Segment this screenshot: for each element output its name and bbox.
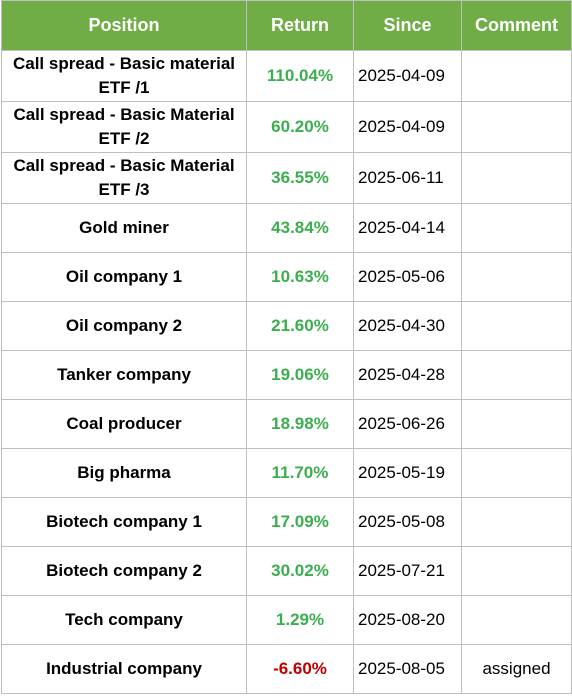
- comment-cell: [461, 152, 572, 204]
- table-row: Biotech company 1 17.09% 2025-05-08: [1, 497, 572, 547]
- since-cell: 2025-08-20: [353, 595, 462, 645]
- comment-cell: [461, 399, 572, 449]
- since-cell: 2025-04-09: [353, 101, 462, 153]
- comment-cell: [461, 595, 572, 645]
- table-header: Position Return Since Comment: [1, 0, 572, 51]
- table-row: Oil company 2 21.60% 2025-04-30: [1, 301, 572, 351]
- return-cell: 1.29%: [246, 595, 354, 645]
- comment-cell: [461, 203, 572, 253]
- comment-cell: [461, 546, 572, 596]
- position-cell: Coal producer: [1, 399, 247, 449]
- position-cell: Biotech company 1: [1, 497, 247, 547]
- comment-cell: assigned: [461, 644, 572, 694]
- comment-cell: [461, 448, 572, 498]
- since-cell: 2025-08-05: [353, 644, 462, 694]
- comment-cell: [461, 497, 572, 547]
- return-cell: 60.20%: [246, 101, 354, 153]
- position-cell: Gold miner: [1, 203, 247, 253]
- comment-cell: [461, 350, 572, 400]
- since-cell: 2025-04-09: [353, 50, 462, 102]
- since-cell: 2025-05-06: [353, 252, 462, 302]
- table-row: Oil company 1 10.63% 2025-05-06: [1, 252, 572, 302]
- position-cell: Oil company 2: [1, 301, 247, 351]
- position-cell: Call spread - Basic Material ETF /3: [1, 152, 247, 204]
- position-cell: Tech company: [1, 595, 247, 645]
- table-row: Call spread - Basic Material ETF /3 36.5…: [1, 152, 572, 204]
- table-row: Big pharma 11.70% 2025-05-19: [1, 448, 572, 498]
- header-return: Return: [246, 0, 354, 51]
- position-cell: Call spread - Basic Material ETF /2: [1, 101, 247, 153]
- return-cell: 18.98%: [246, 399, 354, 449]
- comment-cell: [461, 252, 572, 302]
- position-cell: Biotech company 2: [1, 546, 247, 596]
- since-cell: 2025-06-26: [353, 399, 462, 449]
- table-row: Coal producer 18.98% 2025-06-26: [1, 399, 572, 449]
- since-cell: 2025-05-19: [353, 448, 462, 498]
- table-row: Call spread - Basic Material ETF /2 60.2…: [1, 101, 572, 153]
- table-row: Gold miner 43.84% 2025-04-14: [1, 203, 572, 253]
- header-comment: Comment: [461, 0, 572, 51]
- position-cell: Tanker company: [1, 350, 247, 400]
- table-row: Call spread - Basic material ETF /1 110.…: [1, 50, 572, 102]
- table-row: Tech company 1.29% 2025-08-20: [1, 595, 572, 645]
- header-position: Position: [1, 0, 247, 51]
- return-cell: 36.55%: [246, 152, 354, 204]
- return-cell: -6.60%: [246, 644, 354, 694]
- position-cell: Industrial company: [1, 644, 247, 694]
- table-row: Tanker company 19.06% 2025-04-28: [1, 350, 572, 400]
- comment-cell: [461, 301, 572, 351]
- return-cell: 10.63%: [246, 252, 354, 302]
- comment-cell: [461, 101, 572, 153]
- return-cell: 11.70%: [246, 448, 354, 498]
- since-cell: 2025-04-14: [353, 203, 462, 253]
- table-row: Biotech company 2 30.02% 2025-07-21: [1, 546, 572, 596]
- return-cell: 21.60%: [246, 301, 354, 351]
- table-row: Industrial company -6.60% 2025-08-05 ass…: [1, 644, 572, 694]
- return-cell: 43.84%: [246, 203, 354, 253]
- position-cell: Call spread - Basic material ETF /1: [1, 50, 247, 102]
- since-cell: 2025-05-08: [353, 497, 462, 547]
- header-since: Since: [353, 0, 462, 51]
- since-cell: 2025-07-21: [353, 546, 462, 596]
- return-cell: 17.09%: [246, 497, 354, 547]
- header-row: Position Return Since Comment: [1, 0, 572, 51]
- since-cell: 2025-04-28: [353, 350, 462, 400]
- return-cell: 19.06%: [246, 350, 354, 400]
- since-cell: 2025-06-11: [353, 152, 462, 204]
- since-cell: 2025-04-30: [353, 301, 462, 351]
- return-cell: 30.02%: [246, 546, 354, 596]
- position-cell: Big pharma: [1, 448, 247, 498]
- comment-cell: [461, 50, 572, 102]
- position-cell: Oil company 1: [1, 252, 247, 302]
- return-cell: 110.04%: [246, 50, 354, 102]
- table-body: Call spread - Basic material ETF /1 110.…: [1, 50, 572, 694]
